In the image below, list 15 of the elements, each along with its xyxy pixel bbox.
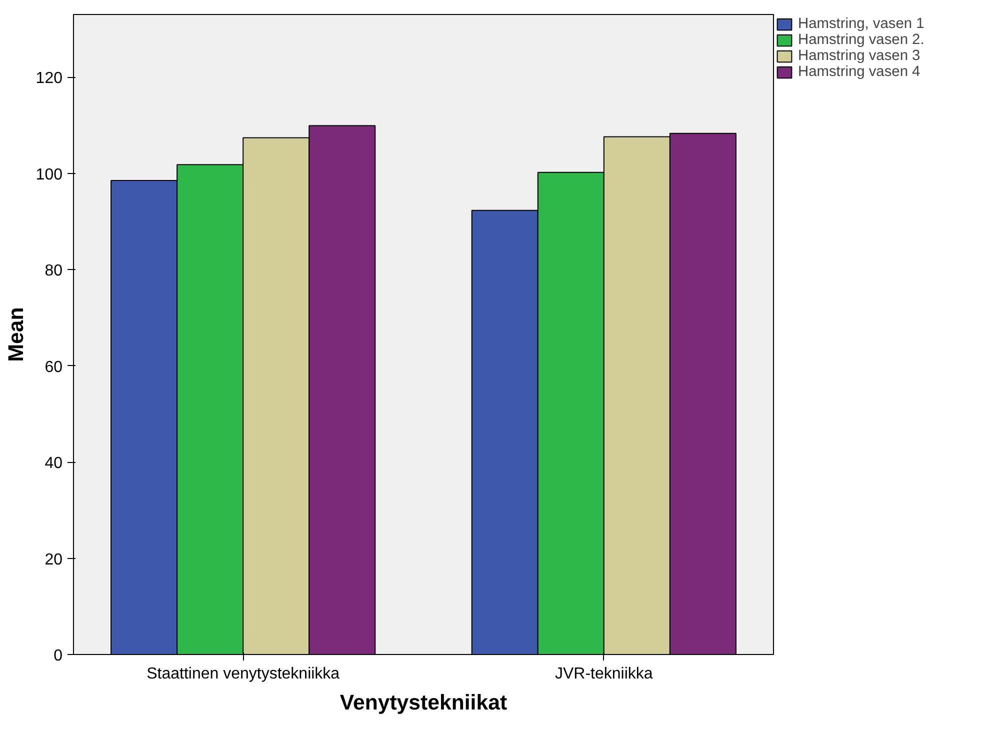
y-tick-label: 120 [36, 70, 63, 88]
y-axis-title: Mean [4, 307, 28, 362]
y-tick-label: 100 [36, 166, 63, 184]
y-tick-label: 40 [44, 455, 63, 472]
x-tick-label: Staattinen venytystekniikka [146, 666, 340, 682]
x-axis-title: Venytystekniikat [340, 690, 508, 714]
legend-label: Hamstring vasen 4 [798, 64, 920, 80]
legend-label: Hamstring vasen 3 [798, 48, 920, 64]
x-tick-label: JVR-tekniikka [555, 666, 653, 682]
y-tick-label: 20 [44, 551, 63, 568]
y-tick-label: 60 [44, 358, 63, 376]
legend-label: Hamstring vasen 2. [798, 32, 924, 48]
y-tick-label: 0 [54, 648, 63, 664]
legend-label: Hamstring, vasen 1 [798, 16, 924, 32]
y-tick-label: 80 [44, 262, 63, 280]
